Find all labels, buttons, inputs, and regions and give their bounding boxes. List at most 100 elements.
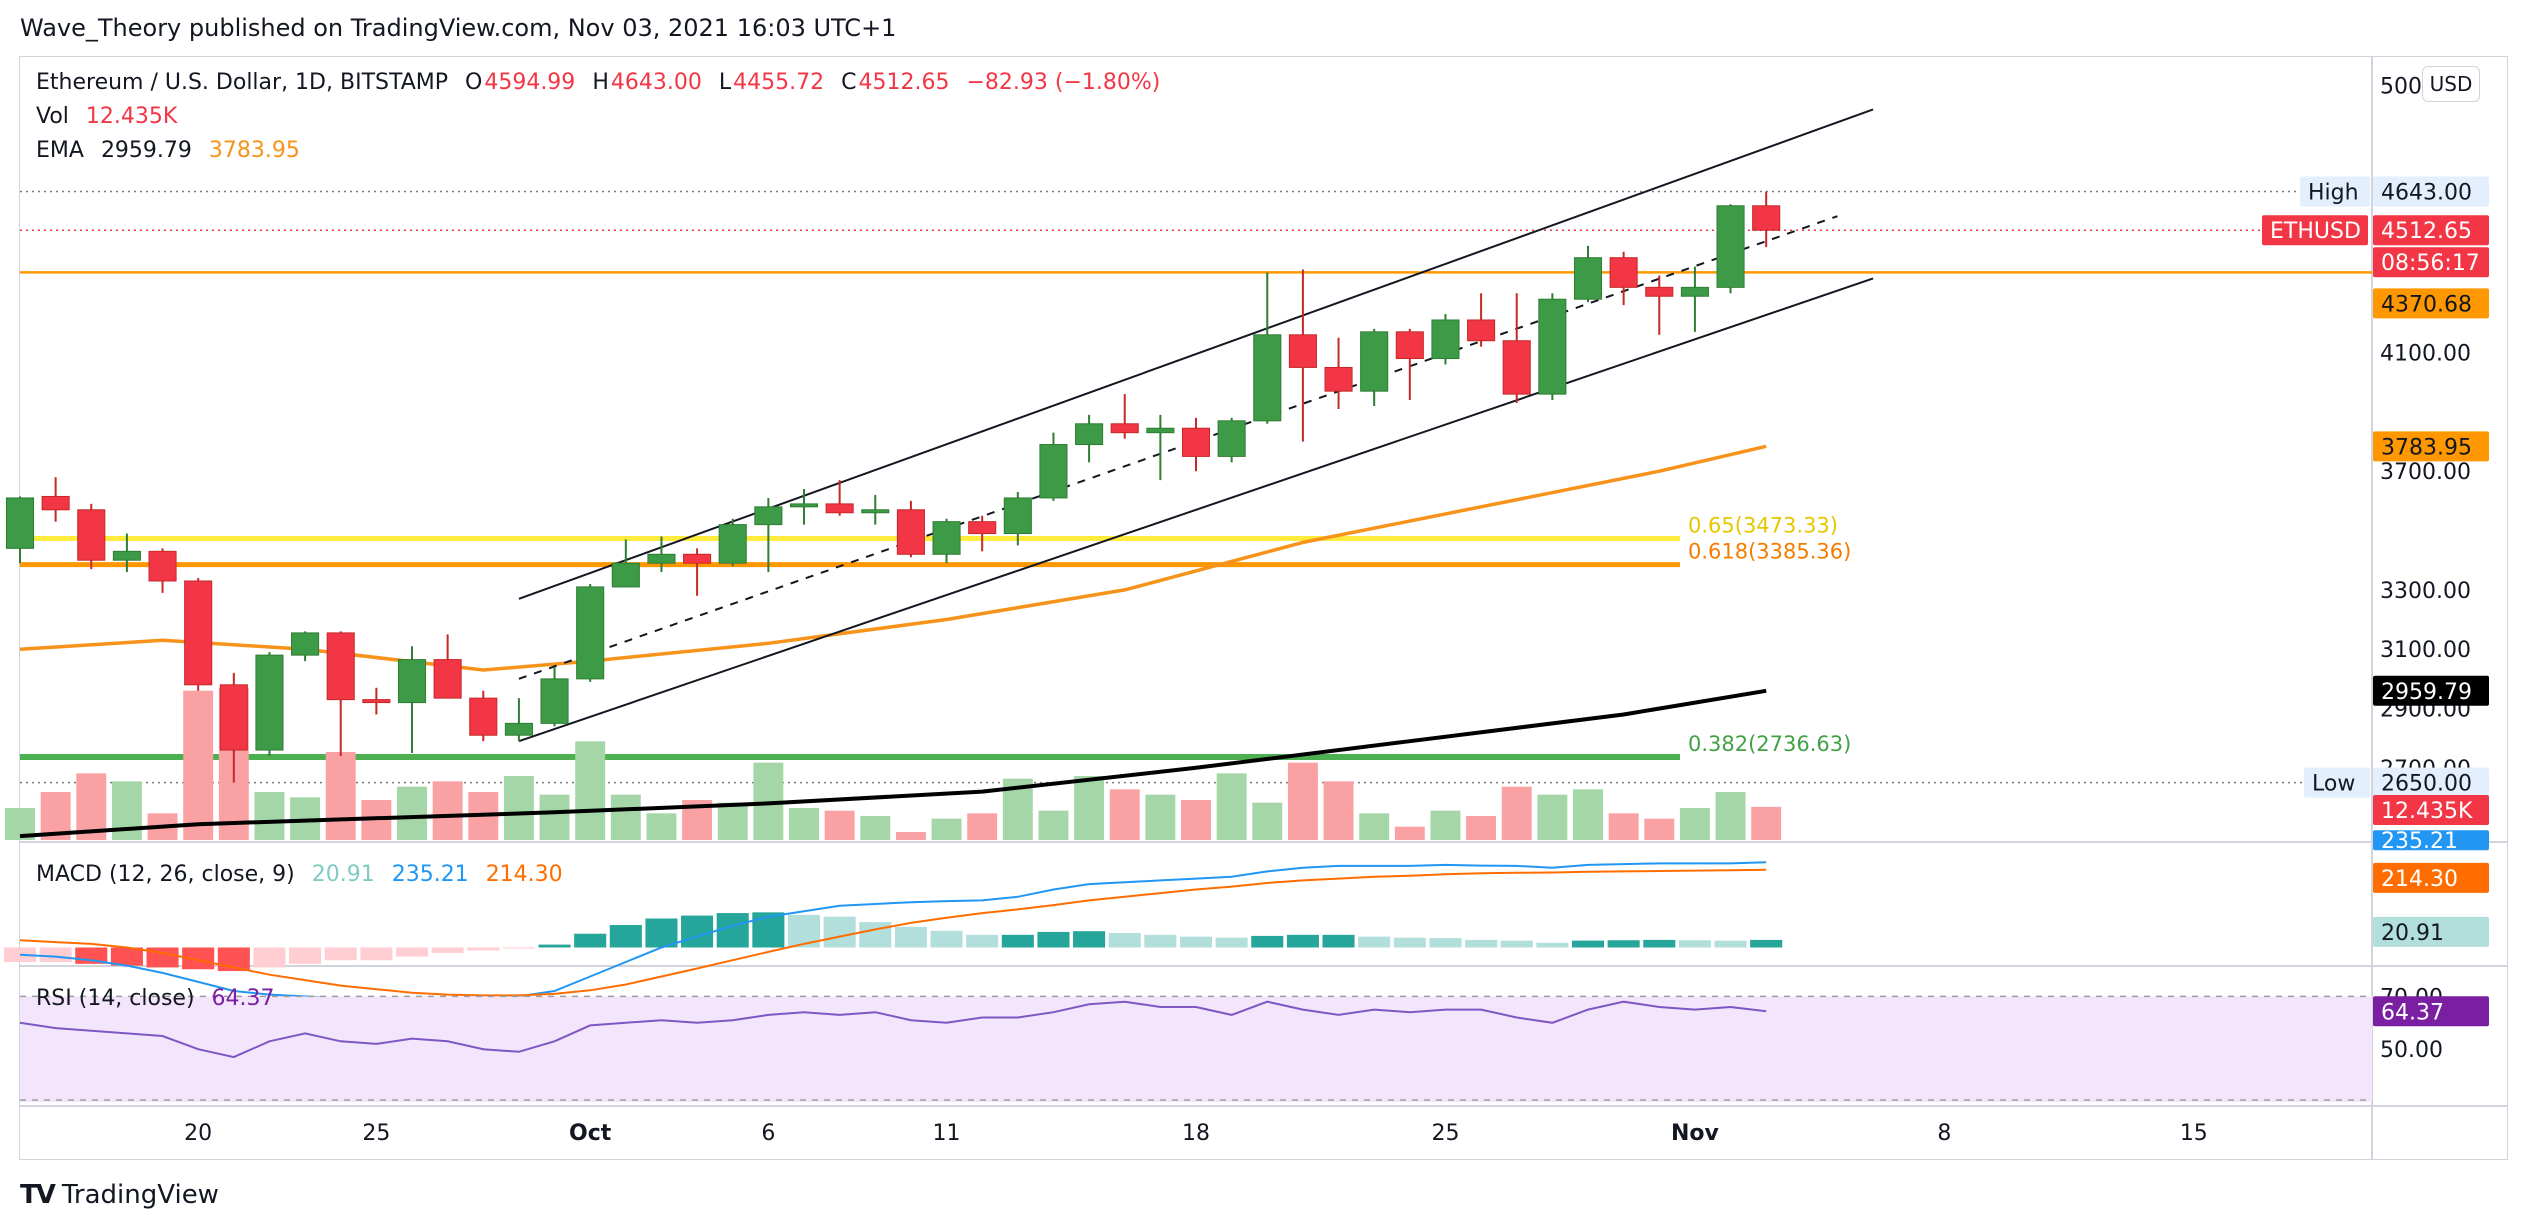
macd-histogram-bar — [1215, 937, 1248, 948]
macd-histogram-bar — [324, 947, 357, 961]
candle-body — [611, 562, 640, 588]
macd-histogram-bar — [502, 947, 535, 949]
candle-body — [397, 659, 427, 704]
volume-bar — [1466, 816, 1497, 840]
open-value: 4594.99 — [484, 70, 576, 95]
ema-slow-tag-bg — [2373, 675, 2489, 706]
candle-body — [1288, 334, 1317, 368]
macd-histogram-bar — [1571, 940, 1605, 948]
candle-body — [1467, 319, 1496, 342]
macd-histogram-bar — [1643, 939, 1676, 948]
macd-tag: 235.21 — [2381, 829, 2458, 854]
candle-body — [683, 553, 712, 564]
macd-histogram-bar — [1144, 934, 1177, 948]
macd-histogram-bar — [1500, 940, 1533, 948]
macd-histogram-bar — [1037, 931, 1070, 948]
macd-histogram-bar — [966, 934, 999, 948]
tradingview-logo-icon: TV — [20, 1180, 56, 1210]
volume-bar — [1323, 781, 1354, 840]
candle-body — [647, 553, 676, 564]
macd-histogram-bar — [1536, 942, 1569, 948]
close-label: C — [841, 70, 857, 95]
macd-histogram-bar — [609, 925, 642, 948]
resistance-price-tag-bg — [2373, 288, 2489, 319]
time-tick-label: 25 — [362, 1121, 390, 1146]
fib-level-label: 0.65(3473.33) — [1688, 513, 1838, 537]
change-value: −82.93 (−1.80%) — [966, 70, 1161, 95]
last-price-tag-bg — [2373, 215, 2489, 246]
ema-fast-line — [19, 444, 1767, 672]
volume-bar — [931, 818, 962, 840]
time-tick-label: Nov — [1671, 1121, 1720, 1146]
macd-histogram-bar — [1714, 940, 1747, 948]
rsi-band — [20, 996, 2372, 1102]
macd-histogram-bar — [752, 912, 785, 948]
candle-body — [112, 550, 141, 561]
macd-histogram-bar — [1286, 934, 1319, 948]
open-label: O — [465, 70, 483, 95]
low-label: L — [718, 70, 732, 95]
symbol-tag: ETHUSD — [2270, 219, 2361, 244]
volume-bar — [789, 808, 819, 840]
ema-slow-value: 2959.79 — [100, 138, 192, 163]
macd-signal-value: 214.30 — [485, 862, 563, 887]
ema-legend: EMA 2959.79 3783.95 — [36, 138, 310, 163]
candle-body — [1573, 257, 1603, 300]
volume-bar — [1394, 826, 1425, 840]
macd-histogram-bar — [574, 933, 607, 948]
ema-fast-tag: 3783.95 — [2381, 435, 2472, 460]
volume-bar — [503, 776, 534, 840]
ema-label: EMA — [36, 138, 84, 163]
candle-body — [932, 521, 961, 555]
candle-body — [1645, 286, 1674, 297]
macd-legend: MACD (12, 26, close, 9) 20.91 235.21 214… — [36, 862, 573, 887]
macd-histogram-bar — [1465, 939, 1498, 948]
macd-histogram-bar — [431, 947, 464, 953]
volume-tag-bg — [2373, 795, 2489, 825]
high-label-tag: High — [2308, 181, 2359, 206]
high-value: 4643.00 — [610, 70, 702, 95]
volume-tag: 12.435K — [2381, 799, 2473, 824]
candle-body — [1253, 334, 1282, 422]
macd-hist-tag: 20.91 — [2381, 921, 2444, 946]
rsi-value: 64.37 — [211, 986, 275, 1011]
volume-bar — [1145, 794, 1176, 840]
candle-body — [41, 495, 70, 511]
rsi-line — [19, 1000, 1767, 1059]
low-value: 4455.72 — [733, 70, 825, 95]
candle-body — [1181, 427, 1211, 457]
volume-bar — [824, 810, 855, 840]
channel-middle-line — [518, 215, 1838, 680]
rsi-tag: 64.37 — [2381, 1000, 2444, 1025]
candle-body — [576, 586, 605, 680]
price-tick-label: 4100.00 — [2380, 342, 2471, 367]
macd-tag-bg — [2373, 830, 2489, 851]
candle-body — [861, 509, 890, 514]
macd-histogram-bar — [253, 947, 286, 968]
volume-bar — [1181, 800, 1211, 840]
candle-body — [1110, 423, 1139, 434]
volume-legend: Vol 12.435K — [36, 104, 187, 129]
time-tick-label: Oct — [569, 1121, 612, 1146]
high-label: H — [592, 70, 609, 95]
volume-bar — [1216, 773, 1247, 840]
candle-body — [896, 509, 925, 555]
last-price-tag: 4512.65 — [2381, 219, 2472, 244]
high-price-tag-bg — [2373, 176, 2489, 207]
symbol-title: Ethereum / U.S. Dollar, 1D, BITSTAMP — [36, 70, 448, 95]
chart-frame — [19, 56, 2508, 1160]
macd-histogram-bar — [360, 947, 393, 961]
candle-body — [1538, 298, 1567, 395]
currency-button[interactable]: USD — [2422, 66, 2480, 102]
candle-body — [1431, 319, 1460, 360]
candle-body — [1716, 205, 1745, 288]
candle-body — [362, 699, 391, 704]
volume-bar — [432, 781, 463, 840]
volume-bar — [895, 832, 926, 840]
rsi-legend: RSI (14, close) 64.37 — [36, 986, 285, 1011]
candle-body — [1217, 420, 1246, 457]
footer-brand: TV TradingView — [20, 1180, 219, 1210]
macd-histogram-bar — [467, 947, 500, 951]
macd-histogram-bar — [894, 926, 927, 948]
